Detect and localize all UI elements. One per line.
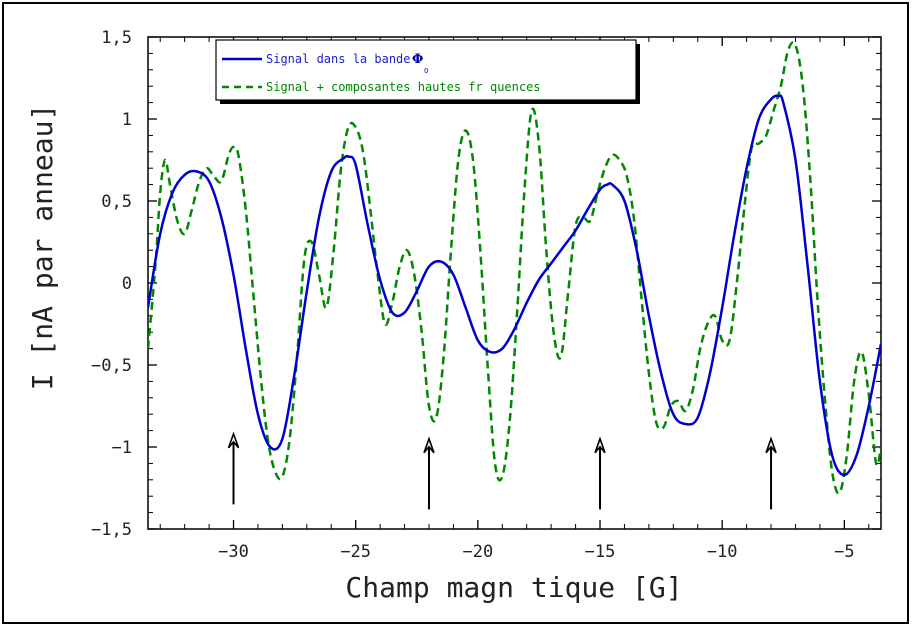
legend-label-signal-hf: Signal + composantes hautes fr quences	[266, 80, 541, 94]
y-tick-label: −1,5	[91, 520, 132, 540]
x-tick-label: −5	[834, 542, 854, 562]
y-tick-label: −1	[112, 438, 132, 458]
legend-phi-symbol: Φ	[412, 52, 423, 67]
x-tick-label: −15	[585, 542, 616, 562]
x-tick-label: −30	[218, 542, 249, 562]
annotation-arrow	[594, 436, 606, 510]
annotation-arrow	[227, 431, 240, 505]
x-axis-label: Champ magn tique [G]	[345, 571, 682, 604]
legend-label-signal-band: Signal dans la bande	[266, 52, 411, 66]
y-tick-label: 0,5	[101, 192, 132, 212]
annotation-arrow	[423, 436, 435, 510]
y-tick-label: 1,5	[101, 28, 132, 48]
annotation-arrow	[765, 436, 777, 510]
legend: Signal dans la bande Φ 0 Signal + compos…	[215, 39, 640, 104]
x-tick-label: −10	[707, 542, 738, 562]
legend-phi-subscript: 0	[424, 67, 428, 75]
legend-box	[215, 39, 637, 101]
y-tick-label: 0	[122, 274, 132, 294]
x-tick-label: −20	[462, 542, 493, 562]
series-line-signal-hf	[148, 41, 881, 495]
x-tick-label: −25	[340, 542, 371, 562]
series-line-signal-band	[148, 94, 881, 477]
y-tick-label: 1	[122, 110, 132, 130]
y-axis-label: I [nA par anneau]	[26, 104, 59, 391]
y-tick-label: −0,5	[91, 356, 132, 376]
